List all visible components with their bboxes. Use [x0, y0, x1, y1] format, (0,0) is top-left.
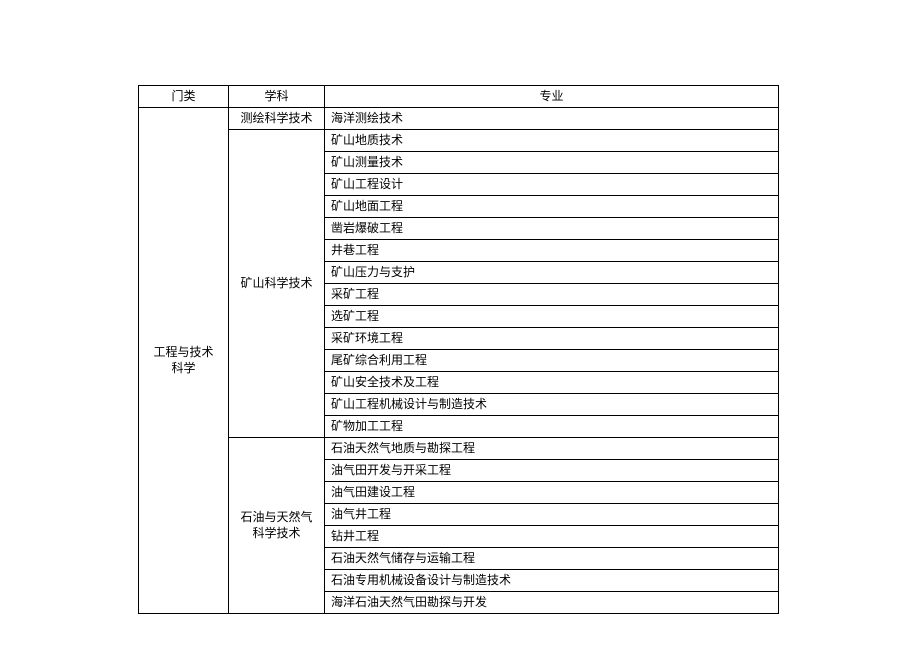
document-page: 门类 学科 专业 工程与技术 科学测绘科学技术海洋测绘技术矿山科学技术矿山地质技… [0, 0, 920, 651]
major-cell: 矿山测量技术 [325, 152, 779, 174]
major-cell: 石油专用机械设备设计与制造技术 [325, 570, 779, 592]
table-row: 工程与技术 科学测绘科学技术海洋测绘技术 [139, 108, 779, 130]
discipline-cell: 石油与天然气 科学技术 [229, 438, 325, 614]
header-discipline: 学科 [229, 86, 325, 108]
table-header-row: 门类 学科 专业 [139, 86, 779, 108]
major-cell: 采矿环境工程 [325, 328, 779, 350]
major-cell: 井巷工程 [325, 240, 779, 262]
header-category: 门类 [139, 86, 229, 108]
major-cell: 石油天然气地质与勘探工程 [325, 438, 779, 460]
table-row: 矿山科学技术矿山地质技术 [139, 130, 779, 152]
major-cell: 尾矿综合利用工程 [325, 350, 779, 372]
major-cell: 矿山地质技术 [325, 130, 779, 152]
major-cell: 油气田开发与开采工程 [325, 460, 779, 482]
discipline-cell: 测绘科学技术 [229, 108, 325, 130]
table-row: 石油与天然气 科学技术石油天然气地质与勘探工程 [139, 438, 779, 460]
table-body: 工程与技术 科学测绘科学技术海洋测绘技术矿山科学技术矿山地质技术矿山测量技术矿山… [139, 108, 779, 614]
category-cell: 工程与技术 科学 [139, 108, 229, 614]
major-cell: 采矿工程 [325, 284, 779, 306]
major-cell: 矿山压力与支护 [325, 262, 779, 284]
major-cell: 海洋石油天然气田勘探与开发 [325, 592, 779, 614]
discipline-cell: 矿山科学技术 [229, 130, 325, 438]
major-cell: 矿物加工工程 [325, 416, 779, 438]
header-major: 专业 [325, 86, 779, 108]
major-cell: 海洋测绘技术 [325, 108, 779, 130]
major-cell: 矿山地面工程 [325, 196, 779, 218]
major-cell: 选矿工程 [325, 306, 779, 328]
major-cell: 油气田建设工程 [325, 482, 779, 504]
major-cell: 矿山工程设计 [325, 174, 779, 196]
major-cell: 矿山工程机械设计与制造技术 [325, 394, 779, 416]
major-cell: 钻井工程 [325, 526, 779, 548]
major-cell: 矿山安全技术及工程 [325, 372, 779, 394]
major-cell: 凿岩爆破工程 [325, 218, 779, 240]
major-cell: 石油天然气储存与运输工程 [325, 548, 779, 570]
discipline-table: 门类 学科 专业 工程与技术 科学测绘科学技术海洋测绘技术矿山科学技术矿山地质技… [138, 85, 779, 614]
major-cell: 油气井工程 [325, 504, 779, 526]
